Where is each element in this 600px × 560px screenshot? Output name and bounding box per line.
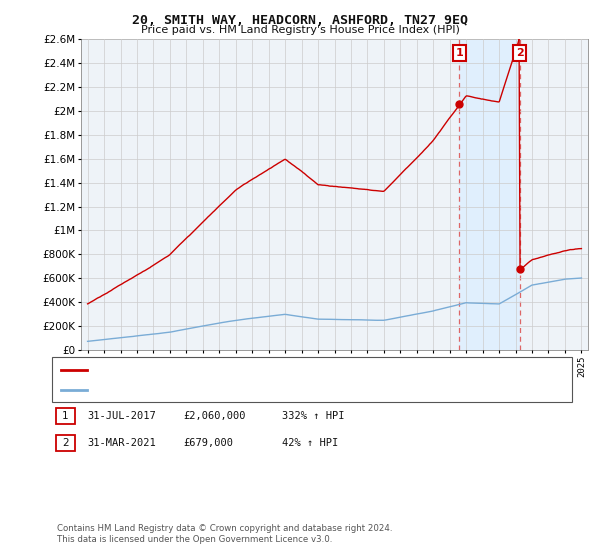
Text: 20, SMITH WAY, HEADCORN, ASHFORD, TN27 9EQ: 20, SMITH WAY, HEADCORN, ASHFORD, TN27 9…: [132, 14, 468, 27]
Text: Price paid vs. HM Land Registry's House Price Index (HPI): Price paid vs. HM Land Registry's House …: [140, 25, 460, 35]
Text: 332% ↑ HPI: 332% ↑ HPI: [282, 411, 344, 421]
Text: 2: 2: [62, 438, 69, 448]
Text: 42% ↑ HPI: 42% ↑ HPI: [282, 438, 338, 448]
Bar: [459, 39, 520, 350]
Text: Contains HM Land Registry data © Crown copyright and database right 2024.
This d: Contains HM Land Registry data © Crown c…: [57, 524, 392, 544]
Text: HPI: Average price, detached house, Maidstone: HPI: Average price, detached house, Maid…: [91, 385, 327, 395]
Text: 20, SMITH WAY, HEADCORN, ASHFORD, TN27 9EQ (detached house): 20, SMITH WAY, HEADCORN, ASHFORD, TN27 9…: [91, 365, 431, 375]
Text: 31-JUL-2017: 31-JUL-2017: [87, 411, 156, 421]
Text: 31-MAR-2021: 31-MAR-2021: [87, 438, 156, 448]
Text: 1: 1: [62, 411, 69, 421]
Text: 1: 1: [455, 48, 463, 58]
Text: £2,060,000: £2,060,000: [183, 411, 245, 421]
Text: 2: 2: [516, 48, 524, 58]
Text: £679,000: £679,000: [183, 438, 233, 448]
